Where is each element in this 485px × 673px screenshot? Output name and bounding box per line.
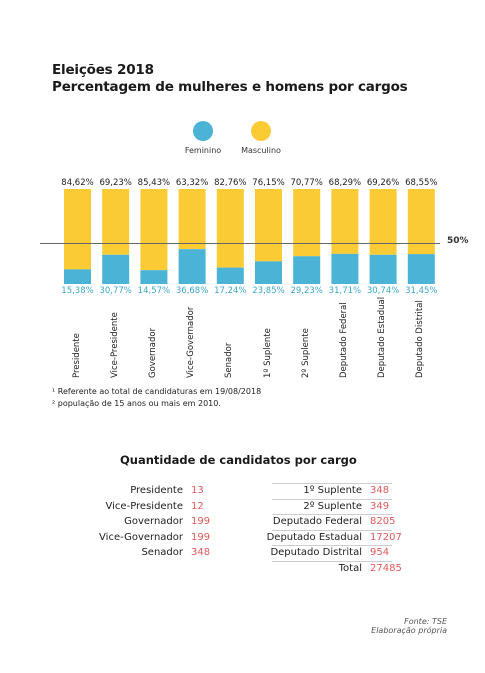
label-feminino-0: 15,38% (61, 286, 94, 296)
label-feminino-2: 14,57% (137, 286, 171, 296)
right-rows-end-separator (272, 560, 392, 562)
bar-feminino-0 (64, 269, 91, 284)
bar-masculino-7 (331, 189, 359, 254)
total-value: 27485 (370, 563, 402, 574)
bar-masculino-4 (216, 189, 244, 268)
source-line-2: Elaboração própria (371, 626, 447, 635)
bar-masculino-3 (178, 189, 206, 250)
bar-feminino-7 (331, 253, 359, 284)
left-row-label-3: Vice-Governador (99, 531, 183, 543)
label-feminino-4: 17,24% (214, 286, 247, 296)
category-label-1: Vice-Presidente (109, 312, 120, 378)
left-row-label-4: Senador (141, 547, 183, 558)
label-masculino-3: 63,32% (175, 178, 209, 188)
legend-female-swatch (193, 121, 213, 141)
left-row-value-1: 12 (191, 500, 204, 512)
label-feminino-9: 31,45% (405, 286, 438, 296)
reference-line-label: 50% (447, 236, 469, 246)
label-masculino-2: 85,43% (137, 178, 171, 188)
right-row-value-4: 954 (370, 547, 390, 558)
right-row-value-2: 8205 (370, 516, 396, 527)
right-row-separator-0 (272, 483, 392, 484)
right-row-label-3: Deputado Estadual (266, 531, 362, 543)
category-label-9: Deputado Distrital (415, 300, 426, 378)
label-feminino-8: 30,74% (366, 286, 400, 296)
bar-feminino-6 (293, 256, 321, 284)
legend-male-label: Masculino (241, 146, 281, 155)
bar-masculino-6 (293, 189, 321, 257)
bar-feminino-2 (140, 270, 168, 284)
left-row-value-3: 199 (191, 531, 211, 543)
bar-masculino-0 (64, 189, 91, 270)
right-row-separator-4 (272, 545, 392, 546)
label-masculino-5: 76,15% (252, 178, 285, 188)
bar-masculino-5 (255, 189, 282, 262)
label-masculino-6: 70,77% (290, 178, 323, 188)
bar-feminino-5 (255, 261, 282, 284)
label-masculino-8: 69,26% (366, 178, 400, 188)
category-label-2: Governador (147, 327, 158, 378)
bar-feminino-1 (102, 254, 130, 284)
label-masculino-9: 68,55% (405, 178, 438, 188)
title-line-1: Eleições 2018 (52, 62, 154, 78)
left-row-value-2: 199 (191, 516, 211, 527)
table-title: Quantidade de candidatos por cargo (120, 453, 357, 467)
label-masculino-7: 68,29% (328, 178, 362, 188)
label-masculino-4: 82,76% (214, 178, 247, 188)
label-masculino-0: 84,62% (61, 178, 94, 188)
left-row-label-2: Governador (124, 516, 183, 527)
right-row-separator-2 (272, 514, 392, 515)
label-feminino-7: 31,71% (328, 286, 362, 296)
category-label-5: 1º Suplente (262, 328, 273, 378)
bar-masculino-8 (369, 189, 397, 255)
chart-title: Eleições 2018 Percentagem de mulheres e … (52, 62, 408, 96)
bar-masculino-1 (102, 189, 130, 255)
source-line-1: Fonte: TSE (404, 617, 447, 626)
right-row-value-1: 349 (370, 500, 390, 512)
right-row-separator-1 (272, 498, 392, 500)
category-label-7: Deputado Federal (338, 302, 349, 378)
label-masculino-1: 69,23% (99, 178, 132, 188)
legend-female-label: Feminino (184, 146, 222, 155)
left-row-label-0: Presidente (130, 485, 183, 496)
category-label-6: 2º Suplente (300, 328, 311, 378)
bar-feminino-8 (369, 254, 397, 284)
label-feminino-1: 30,77% (99, 286, 132, 296)
stacked-bar-chart (64, 189, 435, 284)
right-row-label-2: Deputado Federal (272, 516, 362, 527)
category-label-3: Vice-Governador (186, 306, 197, 378)
right-row-label-0: 1º Suplente (303, 485, 362, 496)
source-note: Fonte: TSE Elaboração própria (371, 617, 447, 635)
label-feminino-5: 23,85% (252, 286, 285, 296)
right-row-label-1: 2º Suplente (303, 500, 362, 512)
total-label: Total (338, 563, 362, 574)
left-row-value-0: 13 (191, 485, 204, 496)
bar-feminino-4 (216, 267, 244, 284)
left-row-label-1: Vice-Presidente (105, 500, 183, 512)
right-row-label-4: Deputado Distrital (270, 547, 362, 558)
left-row-value-4: 348 (191, 547, 211, 558)
bar-masculino-2 (140, 189, 168, 271)
footnote-2: ² população de 15 anos ou mais em 2010. (52, 399, 221, 408)
footnote-1: ¹ Referente ao total de candidaturas em … (52, 387, 262, 396)
right-row-value-3: 17207 (370, 531, 402, 543)
bar-feminino-9 (407, 254, 435, 284)
legend-male-swatch (251, 121, 271, 141)
label-feminino-6: 29,23% (290, 286, 323, 296)
right-row-separator-3 (272, 529, 392, 531)
bar-masculino-9 (407, 189, 435, 255)
bar-feminino-3 (178, 249, 206, 284)
category-label-0: Presidente (71, 333, 82, 378)
right-row-value-0: 348 (370, 485, 390, 496)
title-line-2: Percentagem de mulheres e homens por car… (52, 79, 408, 95)
label-feminino-3: 36,68% (175, 286, 209, 296)
category-label-4: Senador (224, 342, 235, 378)
category-label-8: Deputado Estadual (377, 296, 388, 378)
reference-line-50 (40, 243, 440, 244)
